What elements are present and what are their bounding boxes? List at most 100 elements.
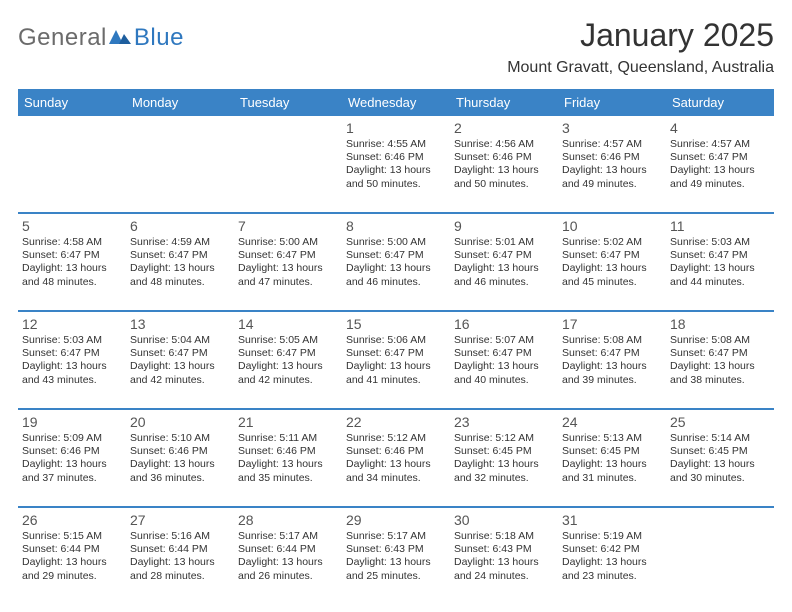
calendar-day-cell: 16 Sunrise: 5:07 AM Sunset: 6:47 PM Dayli… — [450, 311, 558, 409]
day-number: 22 — [346, 414, 446, 430]
day-number: 8 — [346, 218, 446, 234]
day-details: Sunrise: 5:14 AM Sunset: 6:45 PM Dayligh… — [670, 432, 770, 485]
calendar-day-cell: 11Sunrise: 5:03 AM Sunset: 6:47 PM Dayli… — [666, 213, 774, 311]
calendar-week-row: 12 Sunrise: 5:03 AM Sunset: 6:47 PM Dayli… — [18, 311, 774, 409]
day-details: Sunrise: 5:15 AM Sunset: 6:44 PM Dayligh… — [22, 530, 122, 583]
day-details: Sunrise: 4:56 AM Sunset: 6:46 PM Dayligh… — [454, 138, 554, 191]
day-number: 14 — [238, 316, 338, 332]
calendar-day-cell: 10Sunrise: 5:02 AM Sunset: 6:47 PM Dayli… — [558, 213, 666, 311]
day-number: 17 — [562, 316, 662, 332]
calendar-day-cell: 26 Sunrise: 5:15 AM Sunset: 6:44 PM Dayli… — [18, 507, 126, 604]
calendar-day-cell: 12 Sunrise: 5:03 AM Sunset: 6:47 PM Dayli… — [18, 311, 126, 409]
calendar-day-cell — [126, 116, 234, 213]
day-details: Sunrise: 5:17 AM Sunset: 6:44 PM Dayligh… — [238, 530, 338, 583]
day-details: Sunrise: 5:05 AM Sunset: 6:47 PM Dayligh… — [238, 334, 338, 387]
day-number: 27 — [130, 512, 230, 528]
day-number: 9 — [454, 218, 554, 234]
day-details: Sunrise: 5:11 AM Sunset: 6:46 PM Dayligh… — [238, 432, 338, 485]
weekday-header: Saturday — [666, 89, 774, 116]
day-number: 7 — [238, 218, 338, 234]
calendar-day-cell: 1Sunrise: 4:55 AM Sunset: 6:46 PM Daylig… — [342, 116, 450, 213]
calendar-week-row: 5Sunrise: 4:58 AM Sunset: 6:47 PM Daylig… — [18, 213, 774, 311]
weekday-header: Monday — [126, 89, 234, 116]
day-number: 12 — [22, 316, 122, 332]
calendar-day-cell: 21Sunrise: 5:11 AM Sunset: 6:46 PM Dayli… — [234, 409, 342, 507]
brand-logo: General Blue — [18, 24, 184, 52]
day-details: Sunrise: 4:57 AM Sunset: 6:46 PM Dayligh… — [562, 138, 662, 191]
calendar-day-cell: 22Sunrise: 5:12 AM Sunset: 6:46 PM Dayli… — [342, 409, 450, 507]
day-details: Sunrise: 5:00 AM Sunset: 6:47 PM Dayligh… — [238, 236, 338, 289]
day-number: 5 — [22, 218, 122, 234]
calendar-day-cell — [666, 507, 774, 604]
header-row: General Blue January 2025 Mount Gravatt,… — [18, 18, 774, 77]
day-details: Sunrise: 5:03 AM Sunset: 6:47 PM Dayligh… — [22, 334, 122, 387]
calendar-day-cell: 27Sunrise: 5:16 AM Sunset: 6:44 PM Dayli… — [126, 507, 234, 604]
calendar-page: General Blue January 2025 Mount Gravatt,… — [0, 0, 792, 612]
calendar-day-cell: 13 Sunrise: 5:04 AM Sunset: 6:47 PM Dayli… — [126, 311, 234, 409]
calendar-day-cell: 15Sunrise: 5:06 AM Sunset: 6:47 PM Dayli… — [342, 311, 450, 409]
day-details: Sunrise: 5:08 AM Sunset: 6:47 PM Dayligh… — [562, 334, 662, 387]
calendar-day-cell: 7 Sunrise: 5:00 AM Sunset: 6:47 PM Daylig… — [234, 213, 342, 311]
calendar-day-cell — [18, 116, 126, 213]
brand-part1: General — [18, 24, 107, 52]
day-details: Sunrise: 4:55 AM Sunset: 6:46 PM Dayligh… — [346, 138, 446, 191]
day-number: 11 — [670, 218, 770, 234]
day-details: Sunrise: 5:12 AM Sunset: 6:45 PM Dayligh… — [454, 432, 554, 485]
calendar-day-cell — [234, 116, 342, 213]
calendar-day-cell: 20 Sunrise: 5:10 AM Sunset: 6:46 PM Dayli… — [126, 409, 234, 507]
weekday-header-row: Sunday Monday Tuesday Wednesday Thursday… — [18, 89, 774, 116]
day-details: Sunrise: 4:57 AM Sunset: 6:47 PM Dayligh… — [670, 138, 770, 191]
day-number: 20 — [130, 414, 230, 430]
day-details: Sunrise: 5:10 AM Sunset: 6:46 PM Dayligh… — [130, 432, 230, 485]
calendar-day-cell: 4 Sunrise: 4:57 AM Sunset: 6:47 PM Daylig… — [666, 116, 774, 213]
calendar-day-cell: 14 Sunrise: 5:05 AM Sunset: 6:47 PM Dayli… — [234, 311, 342, 409]
calendar-day-cell: 6 Sunrise: 4:59 AM Sunset: 6:47 PM Daylig… — [126, 213, 234, 311]
weekday-header: Thursday — [450, 89, 558, 116]
day-number: 3 — [562, 120, 662, 136]
calendar-day-cell: 18Sunrise: 5:08 AM Sunset: 6:47 PM Dayli… — [666, 311, 774, 409]
brand-mark-icon — [109, 26, 131, 51]
day-number: 29 — [346, 512, 446, 528]
calendar-day-cell: 25 Sunrise: 5:14 AM Sunset: 6:45 PM Dayli… — [666, 409, 774, 507]
calendar-week-row: 19 Sunrise: 5:09 AM Sunset: 6:46 PM Dayli… — [18, 409, 774, 507]
calendar-day-cell: 30Sunrise: 5:18 AM Sunset: 6:43 PM Dayli… — [450, 507, 558, 604]
calendar-day-cell: 5Sunrise: 4:58 AM Sunset: 6:47 PM Daylig… — [18, 213, 126, 311]
calendar-day-cell: 28 Sunrise: 5:17 AM Sunset: 6:44 PM Dayli… — [234, 507, 342, 604]
day-details: Sunrise: 5:01 AM Sunset: 6:47 PM Dayligh… — [454, 236, 554, 289]
calendar-table: Sunday Monday Tuesday Wednesday Thursday… — [18, 89, 774, 604]
day-number: 26 — [22, 512, 122, 528]
weekday-header: Friday — [558, 89, 666, 116]
day-number: 6 — [130, 218, 230, 234]
weekday-header: Tuesday — [234, 89, 342, 116]
weekday-header: Wednesday — [342, 89, 450, 116]
calendar-day-cell: 31 Sunrise: 5:19 AM Sunset: 6:42 PM Dayli… — [558, 507, 666, 604]
calendar-day-cell: 17 Sunrise: 5:08 AM Sunset: 6:47 PM Dayli… — [558, 311, 666, 409]
day-number: 24 — [562, 414, 662, 430]
day-details: Sunrise: 4:59 AM Sunset: 6:47 PM Dayligh… — [130, 236, 230, 289]
day-number: 30 — [454, 512, 554, 528]
calendar-week-row: 1Sunrise: 4:55 AM Sunset: 6:46 PM Daylig… — [18, 116, 774, 213]
day-number: 25 — [670, 414, 770, 430]
calendar-body: 1Sunrise: 4:55 AM Sunset: 6:46 PM Daylig… — [18, 116, 774, 604]
calendar-day-cell: 2 Sunrise: 4:56 AM Sunset: 6:46 PM Daylig… — [450, 116, 558, 213]
day-details: Sunrise: 5:04 AM Sunset: 6:47 PM Dayligh… — [130, 334, 230, 387]
day-number: 31 — [562, 512, 662, 528]
day-number: 13 — [130, 316, 230, 332]
day-details: Sunrise: 5:00 AM Sunset: 6:47 PM Dayligh… — [346, 236, 446, 289]
day-details: Sunrise: 5:09 AM Sunset: 6:46 PM Dayligh… — [22, 432, 122, 485]
day-details: Sunrise: 5:08 AM Sunset: 6:47 PM Dayligh… — [670, 334, 770, 387]
day-number: 2 — [454, 120, 554, 136]
day-number: 19 — [22, 414, 122, 430]
day-details: Sunrise: 5:19 AM Sunset: 6:42 PM Dayligh… — [562, 530, 662, 583]
calendar-day-cell: 19 Sunrise: 5:09 AM Sunset: 6:46 PM Dayli… — [18, 409, 126, 507]
calendar-day-cell: 9 Sunrise: 5:01 AM Sunset: 6:47 PM Daylig… — [450, 213, 558, 311]
calendar-day-cell: 8 Sunrise: 5:00 AM Sunset: 6:47 PM Daylig… — [342, 213, 450, 311]
day-number: 16 — [454, 316, 554, 332]
brand-part2: Blue — [134, 24, 184, 52]
day-number: 28 — [238, 512, 338, 528]
day-number: 4 — [670, 120, 770, 136]
calendar-week-row: 26 Sunrise: 5:15 AM Sunset: 6:44 PM Dayli… — [18, 507, 774, 604]
day-number: 15 — [346, 316, 446, 332]
calendar-day-cell: 23Sunrise: 5:12 AM Sunset: 6:45 PM Dayli… — [450, 409, 558, 507]
day-details: Sunrise: 5:07 AM Sunset: 6:47 PM Dayligh… — [454, 334, 554, 387]
